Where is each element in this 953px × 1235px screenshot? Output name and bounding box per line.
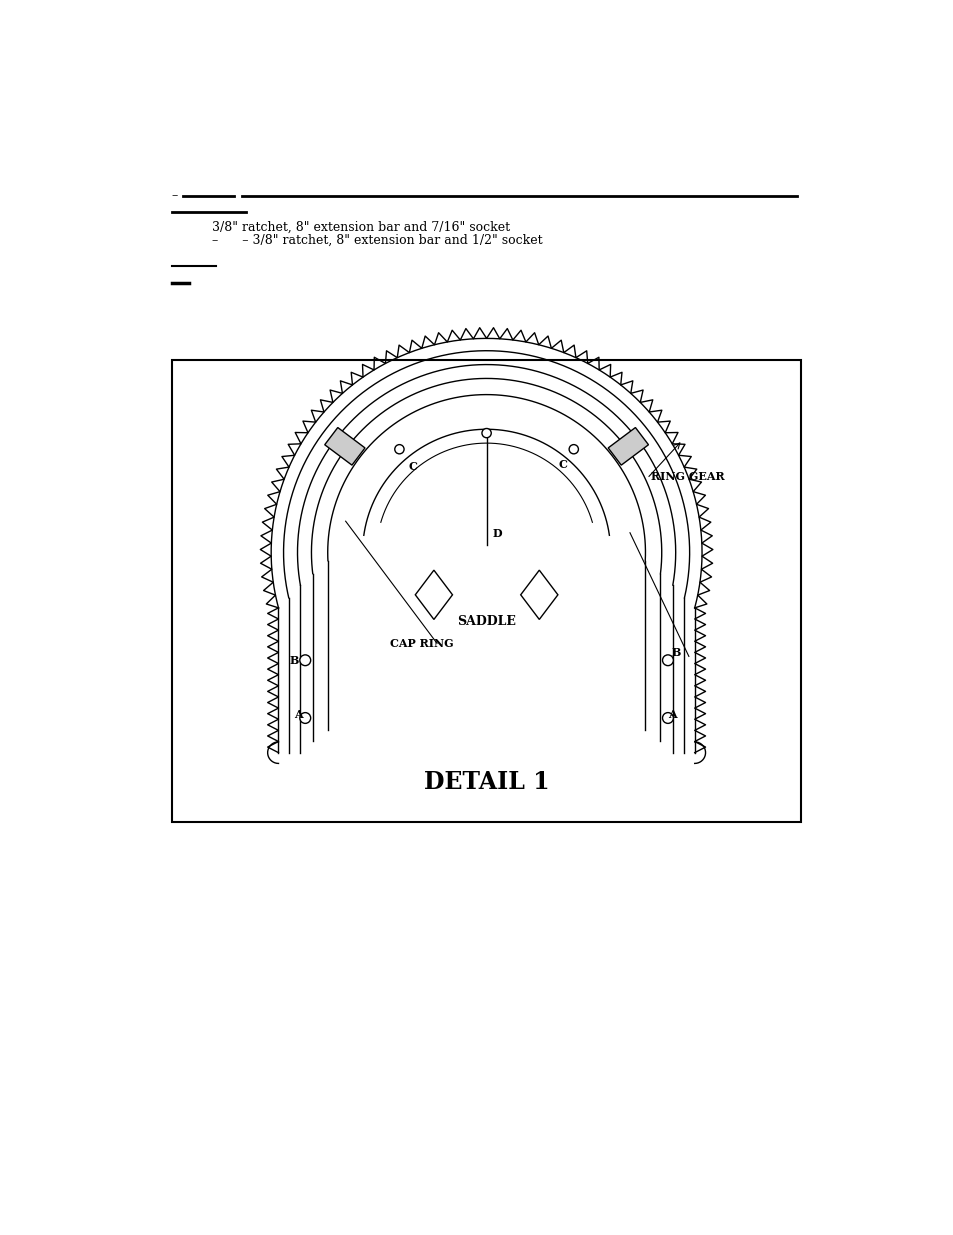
Text: A: A — [667, 709, 676, 720]
Circle shape — [569, 445, 578, 453]
Polygon shape — [608, 427, 648, 466]
Text: B: B — [290, 655, 299, 666]
Text: CAP RING: CAP RING — [390, 637, 454, 648]
Text: RING GEAR: RING GEAR — [650, 472, 723, 483]
Text: D: D — [493, 527, 502, 538]
Circle shape — [661, 713, 673, 724]
Text: –: – — [172, 189, 178, 203]
Polygon shape — [415, 571, 452, 620]
Circle shape — [661, 655, 673, 666]
Text: C: C — [558, 459, 566, 471]
Text: SADDLE: SADDLE — [456, 615, 516, 629]
Text: B: B — [671, 647, 680, 658]
Polygon shape — [324, 427, 365, 466]
Text: C: C — [408, 462, 416, 473]
Text: –      – 3/8" ratchet, 8" extension bar and 1/2" socket: – – 3/8" ratchet, 8" extension bar and 1… — [212, 235, 542, 247]
Circle shape — [481, 429, 491, 437]
Text: 3/8" ratchet, 8" extension bar and 7/16" socket: 3/8" ratchet, 8" extension bar and 7/16"… — [212, 221, 510, 233]
Bar — [172, 359, 801, 823]
Text: A: A — [294, 709, 302, 720]
Circle shape — [299, 655, 311, 666]
Circle shape — [299, 713, 311, 724]
Circle shape — [395, 445, 404, 453]
Text: DETAIL 1: DETAIL 1 — [423, 769, 549, 794]
Polygon shape — [520, 571, 558, 620]
